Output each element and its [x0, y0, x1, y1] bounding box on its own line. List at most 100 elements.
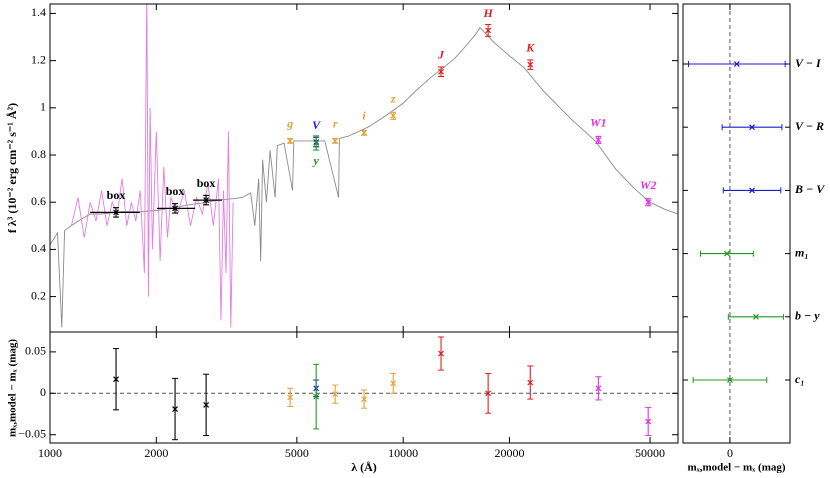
- photometry-point: [527, 61, 534, 68]
- point-label: z: [390, 92, 396, 106]
- marker-stroke: [733, 61, 740, 67]
- marker-stroke: [485, 27, 492, 34]
- color-point: [753, 313, 759, 320]
- marker-stroke: [113, 209, 119, 216]
- point-label: g: [286, 117, 293, 131]
- marker-stroke: [113, 376, 119, 383]
- marker-stroke: [527, 61, 534, 68]
- residual-point: [527, 379, 534, 386]
- top-plot-area: [50, 4, 678, 328]
- marker-stroke: [595, 136, 602, 143]
- photometry-point: [113, 209, 119, 216]
- point-label: r: [333, 117, 338, 131]
- residual-point: [390, 380, 397, 387]
- photometry-point: [287, 137, 294, 144]
- marker-stroke: [172, 406, 178, 412]
- x-tick-label: 2000: [144, 446, 168, 460]
- marker-stroke: [438, 68, 444, 75]
- photometry-point: [390, 112, 397, 119]
- residual-point: [113, 376, 119, 383]
- marker-stroke: [390, 112, 397, 119]
- marker-stroke: [727, 377, 733, 383]
- color-point: [727, 377, 733, 383]
- y-tick-label: 0: [40, 385, 46, 399]
- marker-stroke: [438, 350, 444, 357]
- y-tick-label: 0.2: [31, 288, 46, 302]
- x-tick-label: 0: [727, 446, 733, 460]
- y-tick-label: 0.6: [31, 194, 46, 208]
- category-label: c₁: [795, 372, 805, 386]
- residual-point: [485, 390, 492, 397]
- marker-stroke: [313, 393, 320, 400]
- residual-point: [645, 418, 652, 425]
- category-label: B − V: [794, 182, 825, 196]
- color-point: [724, 250, 730, 257]
- point-label: i: [362, 109, 366, 123]
- color-point: [749, 187, 755, 194]
- photometry-point: [645, 199, 652, 206]
- marker-stroke: [332, 137, 339, 144]
- residual-point: [203, 401, 210, 408]
- marker-stroke: [361, 396, 368, 403]
- marker-stroke: [749, 124, 755, 131]
- point-label: box: [107, 188, 126, 202]
- marker-stroke: [724, 250, 730, 257]
- marker-stroke: [753, 313, 759, 320]
- color-point: [749, 124, 755, 131]
- y-tick-label: 0.4: [31, 241, 46, 255]
- x-tick-label: 1000: [38, 446, 62, 460]
- point-label: y: [311, 154, 319, 168]
- category-label: b − y: [795, 309, 820, 323]
- y-axis-label: f λ³ (10⁻² erg cm⁻² s⁻¹ Å²): [5, 103, 19, 233]
- marker-stroke: [645, 199, 652, 206]
- marker-stroke: [527, 379, 534, 386]
- photometry-point: [595, 136, 602, 143]
- photometry-point: [438, 68, 444, 75]
- category-label: V − R: [795, 119, 824, 133]
- marker-stroke: [172, 205, 178, 212]
- panel-frame: [682, 3, 791, 444]
- point-label: H: [482, 6, 493, 20]
- point-label: J: [437, 47, 445, 61]
- residual-point: [438, 350, 444, 357]
- panel-frame: [49, 331, 679, 444]
- residual-point: [287, 394, 294, 401]
- category-label: m₁: [795, 245, 809, 259]
- residual-point: [172, 406, 178, 412]
- spectrum-line: [70, 4, 234, 328]
- y-tick-label: 1: [40, 100, 46, 114]
- marker-stroke: [390, 380, 397, 387]
- residual-point: [361, 396, 368, 403]
- x-axis-label: λ (Å): [351, 460, 377, 474]
- y-tick-label: 1.4: [31, 5, 46, 19]
- x-axis-label: mₓ,model − mₓ (mag): [687, 462, 785, 474]
- residual-point: [313, 393, 320, 400]
- point-label: W1: [590, 116, 607, 130]
- y-axis-label: mₓ,model − mₓ (mag): [7, 339, 19, 437]
- category-label: V − I: [795, 56, 822, 70]
- marker-stroke: [645, 418, 652, 425]
- photometry-point: [485, 27, 492, 34]
- marker-stroke: [313, 140, 320, 146]
- point-label: W2: [640, 178, 657, 192]
- y-tick-label: −0.05: [18, 426, 46, 440]
- marker-stroke: [361, 129, 368, 136]
- y-tick-label: 1.2: [31, 52, 46, 66]
- marker-stroke: [203, 197, 210, 204]
- marker-stroke: [203, 401, 210, 408]
- point-label: V: [312, 118, 321, 132]
- marker-stroke: [332, 391, 339, 398]
- marker-stroke: [287, 137, 294, 144]
- y-tick-label: 0.8: [31, 147, 46, 161]
- color-point: [733, 61, 740, 67]
- x-tick-label: 10000: [388, 446, 418, 460]
- photometry-point: [203, 197, 210, 204]
- photometry-point: [313, 140, 320, 146]
- marker-stroke: [485, 390, 492, 397]
- residual-point: [595, 385, 602, 392]
- x-tick-label: 5000: [285, 446, 309, 460]
- marker-stroke: [287, 394, 294, 401]
- residual-point: [332, 391, 339, 398]
